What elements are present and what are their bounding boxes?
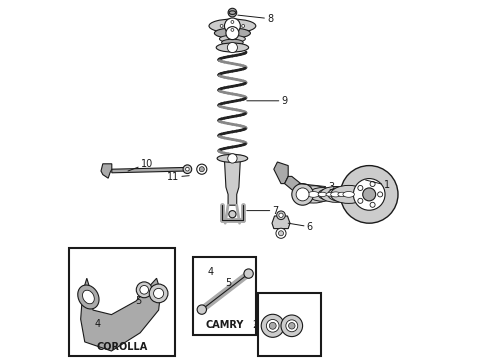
Circle shape xyxy=(226,27,239,40)
Polygon shape xyxy=(101,164,112,178)
Ellipse shape xyxy=(326,193,333,196)
Text: 9: 9 xyxy=(247,96,288,106)
Circle shape xyxy=(267,319,279,332)
Circle shape xyxy=(197,164,207,174)
Ellipse shape xyxy=(229,11,236,14)
Polygon shape xyxy=(274,162,288,184)
Circle shape xyxy=(231,21,234,23)
Text: 6: 6 xyxy=(288,222,313,232)
Ellipse shape xyxy=(296,186,331,203)
Polygon shape xyxy=(224,160,240,205)
Circle shape xyxy=(183,165,192,174)
Ellipse shape xyxy=(217,154,248,162)
Circle shape xyxy=(224,18,240,34)
Text: 5: 5 xyxy=(136,296,142,306)
Text: 4: 4 xyxy=(95,319,100,329)
Circle shape xyxy=(370,202,375,207)
Text: 10: 10 xyxy=(128,159,153,171)
Ellipse shape xyxy=(338,192,346,197)
Bar xyxy=(193,257,256,335)
Text: 1: 1 xyxy=(366,180,390,190)
Circle shape xyxy=(197,305,206,314)
Circle shape xyxy=(363,188,376,201)
Circle shape xyxy=(279,213,283,217)
Circle shape xyxy=(136,282,152,298)
Text: 8: 8 xyxy=(238,14,273,24)
Circle shape xyxy=(242,24,245,27)
Circle shape xyxy=(353,179,385,210)
Polygon shape xyxy=(112,167,187,173)
Circle shape xyxy=(231,28,234,31)
Polygon shape xyxy=(285,176,310,202)
Text: 7: 7 xyxy=(247,206,279,216)
Text: 11: 11 xyxy=(167,172,189,182)
Text: COROLLA: COROLLA xyxy=(96,342,147,352)
Circle shape xyxy=(153,288,164,298)
Circle shape xyxy=(199,167,204,172)
Ellipse shape xyxy=(220,35,245,42)
Polygon shape xyxy=(272,216,290,229)
Circle shape xyxy=(149,284,168,303)
Ellipse shape xyxy=(318,189,341,200)
Bar xyxy=(69,248,175,356)
Circle shape xyxy=(270,322,276,329)
Circle shape xyxy=(261,314,284,337)
Circle shape xyxy=(186,167,189,171)
Circle shape xyxy=(286,320,298,332)
Ellipse shape xyxy=(82,290,94,304)
Text: 2: 2 xyxy=(252,320,258,330)
Circle shape xyxy=(276,228,286,238)
Circle shape xyxy=(378,192,383,197)
Circle shape xyxy=(220,24,223,27)
Ellipse shape xyxy=(221,39,243,46)
Circle shape xyxy=(358,185,363,190)
Ellipse shape xyxy=(209,19,256,33)
Ellipse shape xyxy=(216,43,248,52)
Circle shape xyxy=(370,181,375,186)
Circle shape xyxy=(278,231,284,236)
Circle shape xyxy=(296,188,309,201)
Circle shape xyxy=(244,269,253,278)
Text: 4: 4 xyxy=(208,267,214,277)
Circle shape xyxy=(277,211,285,220)
Circle shape xyxy=(228,8,237,17)
Ellipse shape xyxy=(318,192,327,197)
Ellipse shape xyxy=(308,192,319,197)
Circle shape xyxy=(289,323,295,329)
Circle shape xyxy=(281,315,303,337)
Ellipse shape xyxy=(309,188,336,201)
Text: CAMRY: CAMRY xyxy=(205,320,244,330)
Ellipse shape xyxy=(78,285,99,309)
Circle shape xyxy=(228,154,237,163)
Circle shape xyxy=(227,42,238,53)
Bar xyxy=(258,293,320,356)
Text: 5: 5 xyxy=(226,278,232,288)
Ellipse shape xyxy=(343,192,354,197)
Ellipse shape xyxy=(215,28,250,38)
Circle shape xyxy=(229,211,236,218)
Circle shape xyxy=(341,166,398,223)
Circle shape xyxy=(358,198,363,203)
Circle shape xyxy=(292,184,314,205)
Ellipse shape xyxy=(331,192,341,197)
Ellipse shape xyxy=(331,185,367,203)
Ellipse shape xyxy=(320,186,351,202)
Text: 3: 3 xyxy=(299,182,335,192)
Circle shape xyxy=(140,285,148,294)
Ellipse shape xyxy=(328,187,357,202)
Polygon shape xyxy=(81,278,161,351)
